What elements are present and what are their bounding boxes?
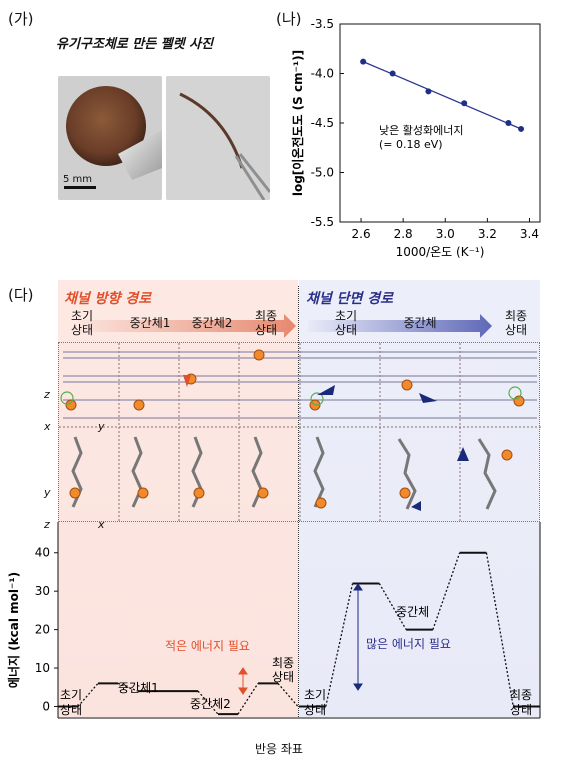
energy-y-tick-label: 10 <box>35 661 50 675</box>
energy-small-label: 적은 에너지 필요 <box>165 639 250 653</box>
left-stage-arrow <box>78 314 296 338</box>
arrhenius-fit-line <box>362 61 522 130</box>
energy-y-tick-label: 40 <box>35 546 50 560</box>
energy-y-label: 에너지 (kcal mol⁻¹) <box>6 572 21 688</box>
right-pathway-title: 채널 단면 경로 <box>306 291 394 307</box>
stage-arrows <box>78 314 492 338</box>
arrhenius-x-label: 1000/온도 (K⁻¹) <box>396 245 485 259</box>
axis-y-bottom: y <box>44 486 51 499</box>
arrhenius-y-tick-label: -4.5 <box>311 116 334 130</box>
left-pathway-title: 채널 방향 경로 <box>64 291 152 307</box>
arrhenius-point <box>505 120 512 126</box>
left-stage-int2: 중간체2 <box>191 316 233 330</box>
axis-x-bottom: x <box>98 518 105 531</box>
pellet-photo-front: 5 mm <box>58 76 162 200</box>
left-stage-final: 최종 상태 <box>246 309 286 337</box>
arrhenius-x-tick-label: 3.0 <box>436 227 455 241</box>
structure-grid-drawing <box>59 343 541 523</box>
energy-left-initial-1: 초기 <box>60 688 82 702</box>
right-stage-initial-2: 상태 <box>334 323 358 337</box>
energy-right-initial-2: 상태 <box>304 703 326 717</box>
energy-y-tick-label: 20 <box>35 623 50 637</box>
arrhenius-x-tick-label: 2.6 <box>352 227 371 241</box>
left-stage-initial: 초기 상태 <box>62 309 102 337</box>
energy-left-initial-2: 상태 <box>60 703 82 717</box>
arrhenius-chart: -3.5 -4.0 -4.5 -5.0 -5.5 2.6 2.8 3.0 3.2 3.4 낮은 … <box>290 17 541 259</box>
arrhenius-points <box>360 58 525 132</box>
right-stage-initial-1: 초기 <box>334 309 358 323</box>
energy-right-initial-1: 초기 <box>304 688 326 702</box>
axis-x-top: x <box>44 420 51 433</box>
pellet-photo-side <box>166 76 270 200</box>
arrhenius-point <box>389 70 396 77</box>
arrhenius-x-tick-label: 3.2 <box>478 227 497 241</box>
pellet-photo-front-drawing <box>58 76 162 200</box>
arrhenius-x-ticks: 2.6 2.8 3.0 3.2 3.4 <box>352 218 539 241</box>
energy-right-int: 중간체 <box>396 605 429 619</box>
pellet-photo-side-drawing <box>166 76 270 200</box>
right-stage-initial: 초기 상태 <box>326 309 366 337</box>
left-stage-initial-1: 초기 <box>70 309 94 323</box>
energy-left-final-1: 최종 <box>272 656 294 670</box>
arrhenius-y-tick-label: -5.0 <box>311 166 334 180</box>
arrhenius-x-tick-label: 2.8 <box>394 227 413 241</box>
axis-z-bottom: z <box>44 518 50 531</box>
arrhenius-y-label: log[이온전도도 (S cm⁻¹)] <box>290 50 305 196</box>
arrhenius-annotation-2: (= 0.18 eV) <box>379 138 443 151</box>
energy-transition <box>485 552 514 707</box>
panel-a-title: 유기구조체로 만든 펠렛 사진 <box>56 37 214 52</box>
energy-large-label: 많은 에너지 필요 <box>366 637 451 651</box>
panel-a-tag: (가) <box>8 10 34 28</box>
right-stage-final-2: 상태 <box>504 323 528 337</box>
energy-right-final-2: 상태 <box>510 703 532 717</box>
energy-transition <box>277 682 299 707</box>
energy-transition <box>117 682 139 692</box>
arrhenius-point <box>518 125 525 132</box>
right-stage-int: 중간체 <box>403 316 437 330</box>
energy-y-tick-label: 30 <box>35 584 50 598</box>
reaction-coordinate-label: 반응 좌표 <box>255 742 303 756</box>
energy-transition <box>432 552 461 630</box>
panel-c-tag: (다) <box>8 286 34 304</box>
right-stage-final: 최종 상태 <box>496 309 536 337</box>
arrhenius-y-ticks: -3.5 -4.0 -4.5 -5.0 -5.5 <box>311 17 344 229</box>
arrhenius-point <box>461 100 468 107</box>
arrhenius-y-tick-label: -3.5 <box>311 17 334 31</box>
scale-bar-label: 5 mm <box>63 174 93 185</box>
energy-y-ticks: 0 10 20 30 40 <box>35 546 58 713</box>
energy-left-int1: 중간체1 <box>118 681 159 695</box>
axis-z-top: z <box>44 388 50 401</box>
arrhenius-x-tick-label: 3.4 <box>520 227 539 241</box>
left-stage-final-1: 최종 <box>254 309 278 323</box>
arrhenius-point <box>425 88 432 95</box>
energy-y-tick-label: 0 <box>42 699 50 713</box>
arrhenius-annotation-1: 낮은 활성화에너지 <box>379 123 463 137</box>
arrhenius-point <box>360 58 367 65</box>
energy-transition <box>325 583 354 707</box>
axis-y-top: y <box>98 420 105 433</box>
energy-left-int2: 중간체2 <box>190 697 231 711</box>
energy-large-arrow <box>353 583 363 691</box>
right-stage-arrow <box>308 314 492 338</box>
energy-lines <box>58 551 540 716</box>
energy-transition <box>197 690 219 715</box>
left-stage-initial-2: 상태 <box>70 323 94 337</box>
energy-right-final-1: 최종 <box>510 688 532 702</box>
energy-left-final-2: 상태 <box>272 670 294 684</box>
arrhenius-y-tick-label: -5.5 <box>311 215 334 229</box>
left-stage-final-2: 상태 <box>254 323 278 337</box>
pathway-divider <box>298 286 299 717</box>
energy-small-arrow <box>238 667 248 695</box>
right-stage-final-1: 최종 <box>504 309 528 323</box>
arrhenius-y-tick-label: -4.0 <box>311 67 334 81</box>
left-stage-int1: 중간체1 <box>129 316 171 330</box>
energy-transition <box>378 583 407 630</box>
panel-b-tag: (나) <box>276 10 302 28</box>
energy-profile-chart: 0 10 20 30 40 에너지 (kcal mol⁻¹) 초기 상태 중간체1 중간… <box>6 522 541 719</box>
energy-transition <box>77 682 99 707</box>
structure-grid <box>58 342 541 523</box>
